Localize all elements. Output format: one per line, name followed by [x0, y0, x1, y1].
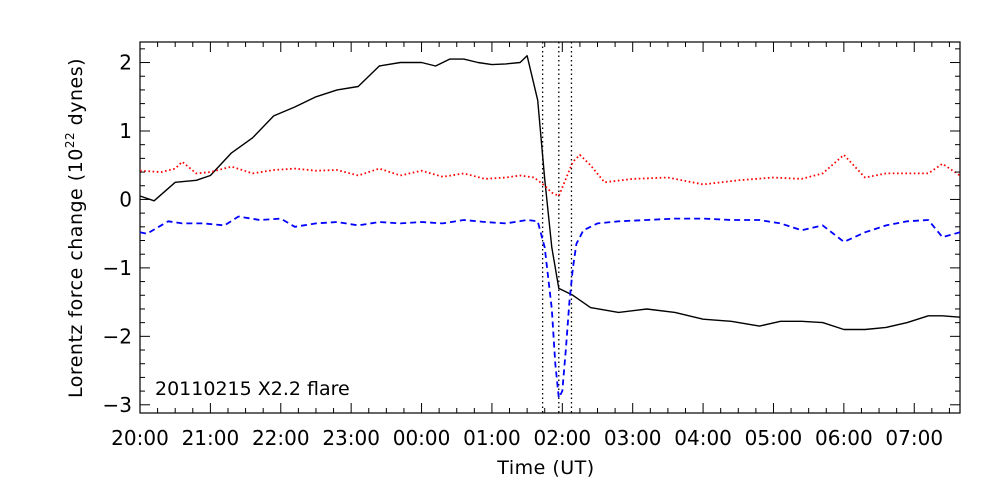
y-axis-title-suffix: dynes): [65, 58, 87, 132]
series-group: [139, 55, 961, 399]
y-tick-label: 2: [119, 51, 132, 75]
x-tick-label: 21:00: [182, 426, 240, 450]
x-tick-label: 07:00: [885, 426, 943, 450]
y-tick-label: 1: [119, 119, 132, 143]
y-axis-ticks: 2 1 0 −1 −2 −3: [103, 48, 960, 417]
series-line-1: [139, 153, 961, 197]
x-tick-label: 20:00: [111, 426, 169, 450]
y-tick-label: −1: [103, 256, 132, 280]
x-tick-label: 22:00: [252, 426, 310, 450]
x-tick-label: 00:00: [393, 426, 451, 450]
y-axis-title-prefix: Lorentz force change (10: [65, 148, 87, 398]
series-line-2: [139, 215, 961, 399]
x-tick-label: 03:00: [604, 426, 662, 450]
series-line-0: [139, 55, 961, 331]
x-tick-label: 06:00: [815, 426, 873, 450]
y-tick-label: 0: [119, 187, 132, 211]
x-axis-ticks: 20:00 21:00 22:00 23:00 00:00 01:00 02:00 03:00…: [111, 42, 950, 450]
x-tick-label: 23:00: [322, 426, 380, 450]
y-tick-label: −3: [103, 393, 132, 417]
x-tick-label: 04:00: [674, 426, 732, 450]
x-tick-label: 05:00: [745, 426, 803, 450]
plot-frame: [139, 41, 961, 414]
x-tick-label: 01:00: [463, 426, 521, 450]
y-axis-title-exponent: 22: [63, 132, 77, 148]
x-tick-label: 02:00: [533, 426, 591, 450]
vertical-markers: [541, 42, 573, 413]
x-axis-title: Time (UT): [496, 457, 594, 479]
flare-annotation: 20110215 X2.2 flare: [155, 378, 350, 400]
y-axis-title: Lorentz force change (1022 dynes): [63, 58, 87, 398]
y-tick-label: −2: [103, 324, 132, 348]
